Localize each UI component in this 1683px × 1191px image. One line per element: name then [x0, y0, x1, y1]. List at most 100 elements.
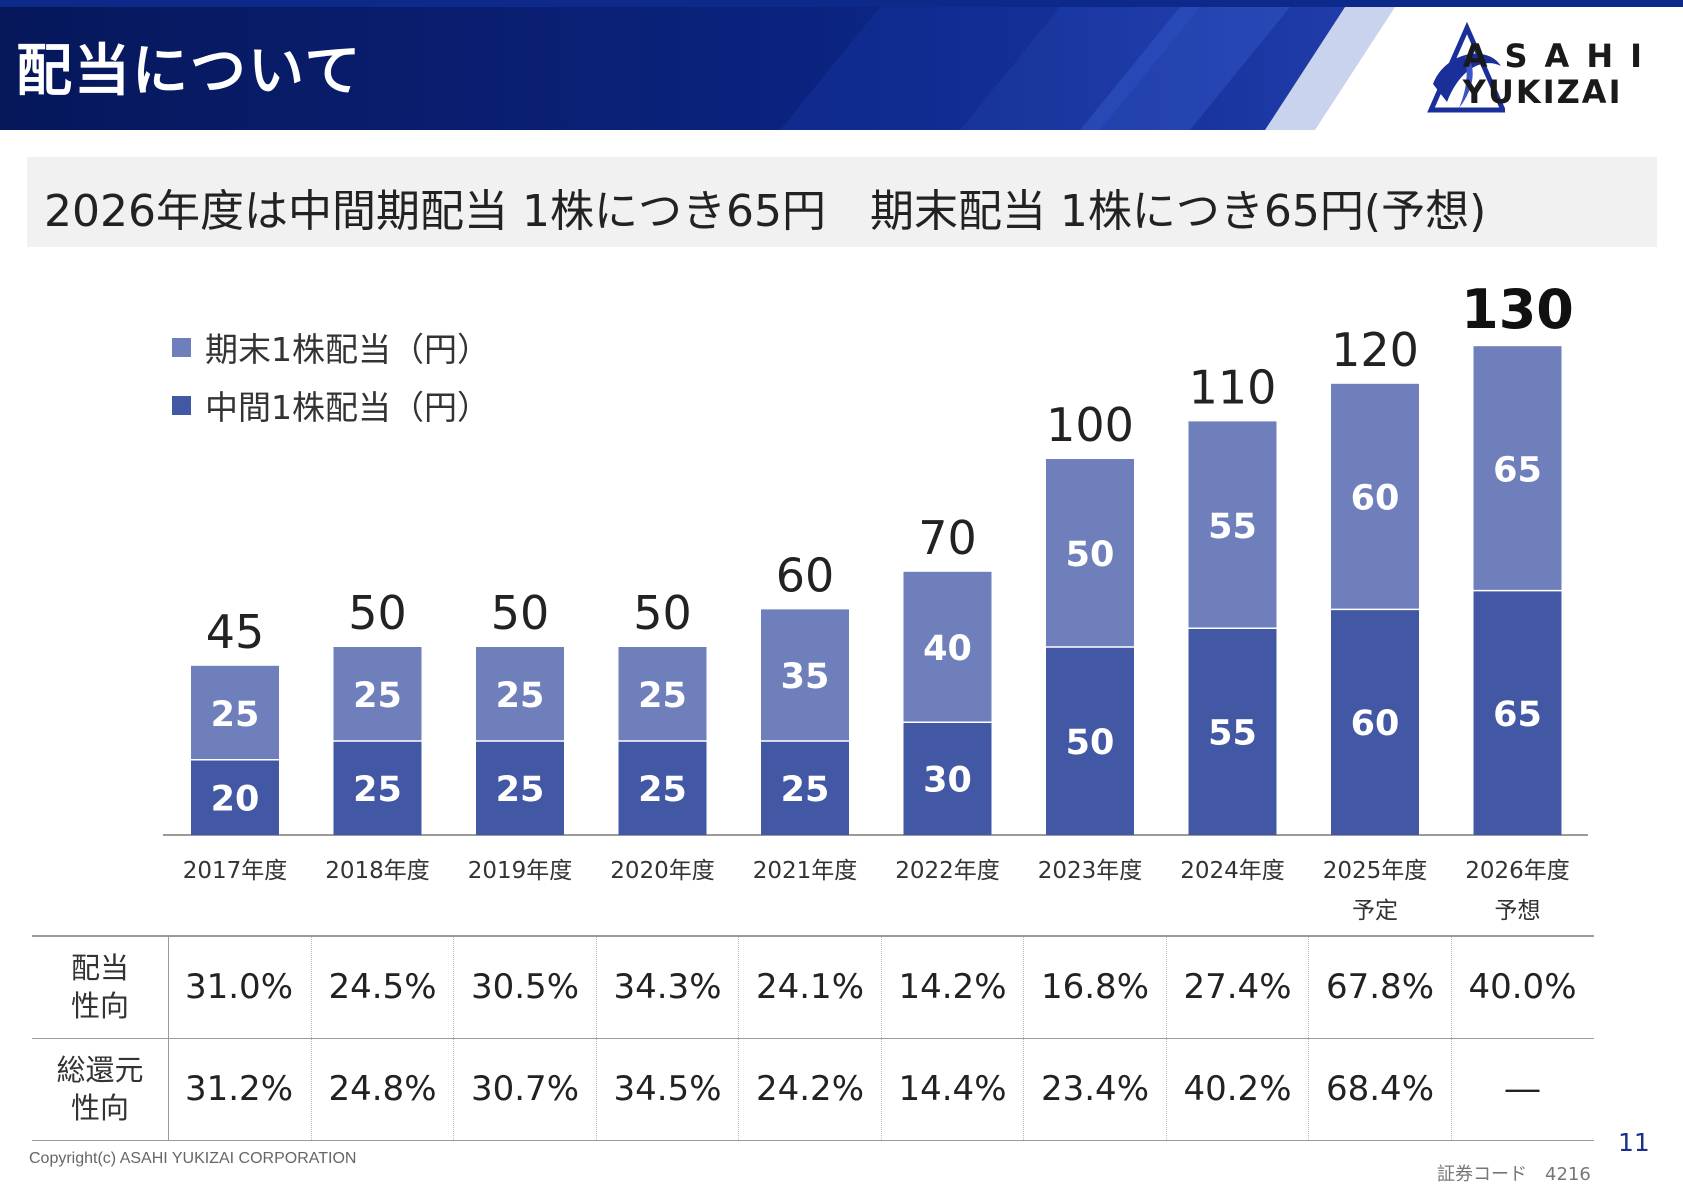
bar-year-end	[333, 647, 422, 741]
data-label-year-end: 25	[353, 676, 402, 716]
bar-year-end	[1188, 421, 1277, 629]
bar-year-end	[1473, 346, 1562, 591]
table-row: 総還元 性向 31.2% 24.8% 30.7% 34.5% 24.2% 14.4% 23.4%…	[32, 1038, 1594, 1141]
bar-interim	[1473, 590, 1562, 835]
total-label: 50	[633, 586, 692, 640]
data-label-interim: 25	[496, 770, 545, 810]
bar-year-end	[476, 647, 564, 741]
total-label: 120	[1331, 323, 1419, 377]
total-label: 110	[1189, 360, 1277, 414]
category-label: 2024年度	[1180, 858, 1285, 884]
company-logo-mark	[1427, 22, 1505, 113]
bar-year-end	[618, 647, 707, 741]
data-label-interim: 20	[211, 779, 260, 819]
row-header: 総還元 性向	[32, 1038, 169, 1140]
bar-interim	[191, 759, 279, 835]
data-label-interim: 55	[1208, 714, 1257, 754]
total-label: 50	[491, 586, 550, 640]
bar-interim	[1188, 628, 1277, 835]
category-label: 2020年度	[610, 858, 715, 884]
data-label-interim: 25	[353, 770, 402, 810]
payout-ratio-table: 配当 性向 31.0% 24.5% 30.5% 34.3% 24.1% 14.2% 16.8% 2…	[32, 935, 1594, 1141]
bar-interim	[618, 741, 707, 835]
table-cell: 24.5%	[310, 936, 454, 1038]
header-banner: 配当について ASAHI YUKIZAI	[0, 0, 1683, 130]
page-number: 11	[1618, 1128, 1650, 1157]
table-cell: 16.8%	[1023, 936, 1166, 1038]
table-cell: 24.8%	[310, 1038, 454, 1140]
bar-interim	[761, 741, 849, 835]
category-label: 2018年度	[325, 858, 430, 884]
bar-year-end	[1046, 459, 1134, 647]
row-header: 配当 性向	[32, 936, 169, 1038]
category-sublabel: 予定	[1352, 898, 1398, 924]
legend-item-interim: 中間1株配当（円）	[172, 376, 490, 434]
table-cell: 40.0%	[1450, 936, 1594, 1038]
subtitle: 2026年度は中間期配当 1株につき65円 期末配当 1株につき65円(予想)	[44, 186, 1487, 237]
header-decoration	[0, 7, 1683, 130]
table-cell: 30.7%	[453, 1038, 596, 1140]
data-label-year-end: 25	[211, 695, 260, 735]
table-cell: 34.5%	[595, 1038, 739, 1140]
bar-interim	[903, 722, 992, 835]
legend-label-interim: 中間1株配当（円）	[205, 388, 490, 427]
page-title: 配当について	[16, 39, 363, 104]
table-cell: 24.1%	[738, 936, 881, 1038]
bar-year-end	[903, 571, 992, 723]
table-cell: 40.2%	[1165, 1038, 1309, 1140]
total-label: 130	[1461, 278, 1574, 341]
category-label: 2026年度	[1465, 858, 1570, 884]
table-cell: 27.4%	[1165, 936, 1309, 1038]
category-label: 2025年度	[1323, 858, 1428, 884]
data-label-year-end: 25	[638, 676, 687, 716]
data-label-year-end: 60	[1351, 479, 1400, 519]
data-label-interim: 60	[1351, 704, 1400, 744]
data-label-year-end: 50	[1066, 535, 1115, 575]
table-cell: 31.2%	[184, 1069, 293, 1109]
bar-interim	[476, 741, 564, 835]
data-label-year-end: 25	[496, 676, 545, 716]
row-header-text: 総還元 性向	[56, 1051, 143, 1127]
data-label-year-end: 35	[781, 657, 830, 697]
category-label: 2019年度	[468, 858, 573, 884]
data-label-interim: 50	[1066, 723, 1115, 763]
total-label: 100	[1046, 398, 1134, 452]
total-label: 60	[776, 548, 835, 602]
data-label-interim: 25	[638, 770, 687, 810]
subtitle-box: 2026年度は中間期配当 1株につき65円 期末配当 1株につき65円(予想)	[27, 157, 1657, 247]
row-header-line: 配当	[70, 951, 129, 985]
data-label-year-end: 65	[1493, 450, 1542, 490]
data-label-interim: 65	[1493, 695, 1542, 735]
legend-swatch-interim	[172, 395, 191, 415]
table-row: 配当 性向 31.0% 24.5% 30.5% 34.3% 24.1% 14.2% 16.8% 2…	[32, 936, 1594, 1039]
data-label-interim: 25	[781, 770, 830, 810]
header-top-line	[0, 0, 1683, 7]
row-header-line: 総還元	[56, 1053, 144, 1087]
legend-label-year-end: 期末1株配当（円）	[205, 330, 490, 369]
total-label: 70	[918, 511, 977, 565]
table-cell: 24.2%	[738, 1038, 881, 1140]
bar-year-end	[1331, 383, 1419, 610]
bar-interim	[1046, 647, 1134, 835]
company-logo-text: ASAHI YUKIZAI	[1463, 38, 1659, 110]
row-header-line: 性向	[70, 989, 129, 1023]
legend-item-year-end: 期末1株配当（円）	[172, 318, 490, 376]
dividend-bar-chart: 20 25 45 2017年度 25 25 50 2018年度 25 25 50 2019年度 25 25…	[163, 278, 1588, 924]
row-header-text: 配当 性向	[71, 949, 129, 1025]
stock-code: 証券コード 4216	[1437, 1164, 1591, 1185]
table-top-border	[32, 935, 1594, 937]
total-label: 50	[348, 586, 407, 640]
total-label: 45	[206, 605, 265, 659]
category-label: 2023年度	[1038, 858, 1143, 884]
table-cell: 30.5%	[453, 936, 596, 1038]
copyright: Copyright(c) ASAHI YUKIZAI CORPORATION	[29, 1150, 357, 1167]
table-cell: 14.2%	[880, 936, 1024, 1038]
legend-swatch-year-end	[172, 337, 191, 357]
bar-interim	[333, 741, 422, 835]
table-cell: 31.0%	[184, 967, 293, 1007]
category-label: 2017年度	[183, 858, 288, 884]
bar-interim	[1331, 609, 1419, 835]
logo-line1: ASAHI	[1462, 37, 1659, 75]
chart-legend: 期末1株配当（円） 中間1株配当（円）	[172, 318, 490, 434]
table-cell: ―	[1450, 1038, 1594, 1140]
